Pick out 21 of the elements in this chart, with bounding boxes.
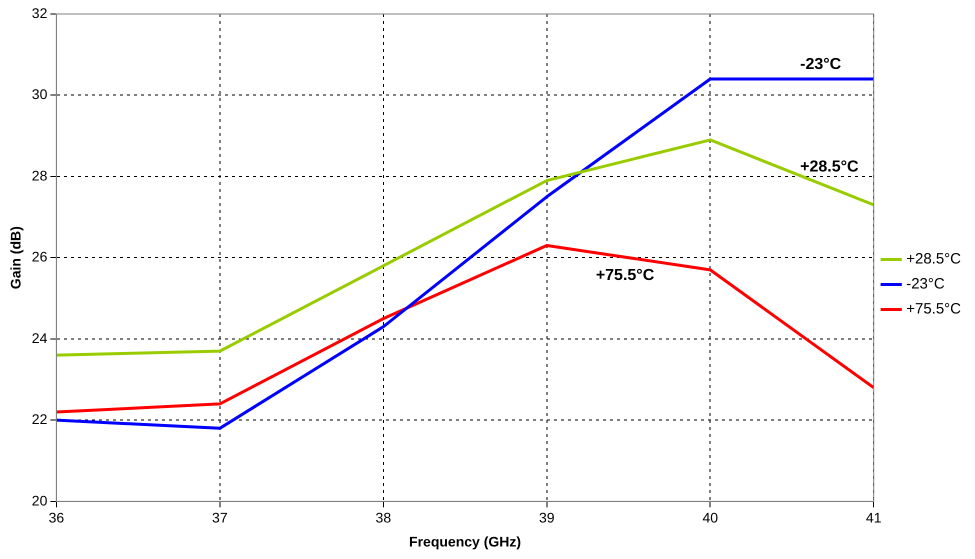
x-tick-label: 39 bbox=[538, 510, 555, 526]
x-tick-label: 41 bbox=[866, 510, 882, 526]
y-tick-label: 20 bbox=[32, 492, 48, 508]
x-tick-label: 40 bbox=[702, 510, 718, 526]
y-tick-label: 24 bbox=[32, 330, 48, 346]
y-tick-label: 26 bbox=[32, 248, 48, 265]
legend-label: -23°C bbox=[906, 276, 945, 293]
y-tick-label: 30 bbox=[32, 86, 48, 102]
x-tick-label: 36 bbox=[48, 510, 64, 526]
annotation: -23°C bbox=[800, 56, 842, 74]
y-axis-title: Gain (dB) bbox=[7, 226, 24, 290]
y-tick-label: 28 bbox=[32, 167, 48, 184]
y-tick-label: 22 bbox=[32, 411, 48, 428]
annotation: +28.5°C bbox=[800, 158, 860, 176]
x-tick-label: 37 bbox=[212, 510, 228, 526]
x-axis-title: Frequency (GHz) bbox=[409, 533, 522, 550]
legend-label: +75.5°C bbox=[906, 300, 962, 318]
y-tick-label: 32 bbox=[32, 4, 48, 21]
legend-label: +28.5°C bbox=[906, 250, 962, 268]
annotation: +75.5°C bbox=[596, 267, 655, 284]
x-tick-label: 38 bbox=[376, 510, 392, 526]
